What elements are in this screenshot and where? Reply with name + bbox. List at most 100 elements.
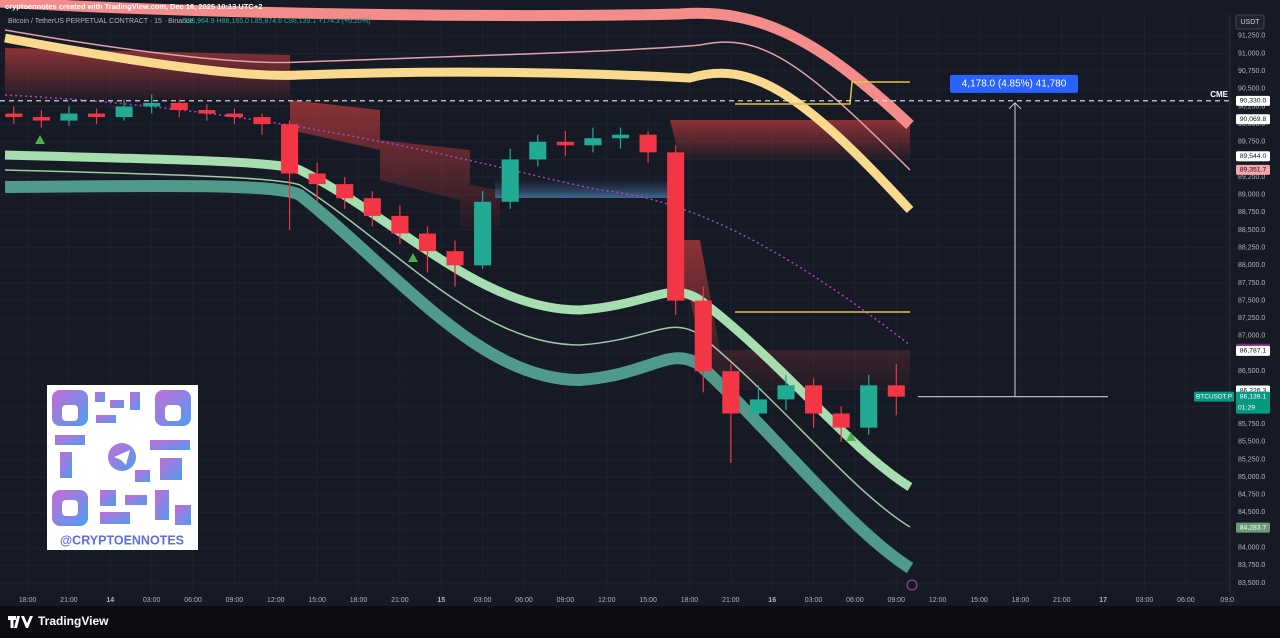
y-tick-label: 85,000.0 [1238,474,1265,481]
upper-mid-band [4,29,911,171]
price-tag [1236,114,1270,125]
lower-mid-band [4,169,911,528]
y-tick-label: 84,500.0 [1238,509,1265,516]
symbol-legend: Bitcoin / TetherUS PERPETUAL CONTRACT · … [8,18,194,25]
candle-body [5,113,23,118]
y-tick-label: 88,000.0 [1238,262,1265,269]
candle-body [418,233,437,252]
candle-body [474,201,492,266]
x-tick-label: 18:00 [19,597,37,604]
candle-body [391,215,409,234]
candle-body [556,141,574,146]
demand-zone [495,180,670,198]
measure-box [950,74,1078,93]
candle-body [667,152,685,301]
candle-body [143,102,161,107]
x-tick-label: 12:00 [267,597,285,604]
x-tick-label: 03:00 [805,597,823,604]
x-tick-label: 06:00 [1177,597,1195,604]
candle-body [253,117,271,125]
ohlc-legend: O85,964.9 H86,165.0 L85,874.6 C86,139.1 … [182,18,370,25]
y-tick-label: 85,500.0 [1238,439,1265,446]
x-tick-label: 09:00 [557,597,575,604]
buy-signal [408,253,418,262]
candle-body [32,117,50,121]
qr-module [60,452,72,478]
price-tag [1236,164,1270,175]
x-tick-label: 21:00 [1053,597,1071,604]
currency-box [1235,14,1265,30]
y-tick-label: 84,000.0 [1238,544,1265,551]
candle-body [308,173,326,185]
y-tick-label: 90,000.0 [1238,121,1265,128]
footer-bar [0,606,1280,638]
candle-body [749,399,767,414]
x-tick-label: 16 [768,597,776,604]
candle-body [639,134,657,153]
candle-body [777,385,795,400]
price-tag-label: 86,787.1 [1240,348,1267,355]
x-tick-label: 09:00 [888,597,906,604]
replay-icon [906,579,918,591]
x-tick-label: 21:00 [391,597,409,604]
y-tick-label: 89,750.0 [1238,139,1265,146]
x-tick-label: 21:00 [60,597,78,604]
price-tag-label: 86,139.1 [1240,393,1267,400]
candle-body [584,138,602,146]
indicator-bands [0,0,914,574]
lower-band [4,179,914,574]
candle-body [529,141,547,160]
price-tag [1236,151,1270,162]
candle-body [805,385,823,414]
x-tick-label: 15:00 [970,597,988,604]
y-tick-label: 87,000.0 [1238,333,1265,340]
x-tick-label: 09:00 [226,597,244,604]
x-tick-label: 18:00 [350,597,368,604]
candle-body [694,300,712,372]
y-tick-label: 83,500.0 [1238,580,1265,587]
candle-body [60,113,78,121]
candle-body [501,159,519,202]
candle-body [225,113,243,118]
qr-module [100,512,130,524]
x-tick-label: 03:00 [474,597,492,604]
qr-finder-inner [62,500,78,516]
price-tag [1236,391,1270,414]
price-tag-label: 89,544.0 [1240,153,1267,160]
candle-body [887,385,905,397]
y-tick-label: 85,750.0 [1238,421,1265,428]
x-tick-label: 15 [437,597,445,604]
y-tick-label: 90,250.0 [1238,103,1265,110]
price-tag-label: 90,330.0 [1240,98,1267,105]
x-tick-label: 18:00 [681,597,699,604]
qr-module [110,400,124,408]
x-tick-label: 03:00 [143,597,161,604]
candle-body [363,198,381,216]
candle-body [336,184,354,199]
y-tick-label: 89,250.0 [1238,174,1265,181]
y-tick-label: 88,500.0 [1238,227,1265,234]
upper-inner-band [4,33,914,214]
x-tick-label: 06:00 [515,597,533,604]
candles [5,94,905,463]
x-tick-label: 15:00 [639,597,657,604]
supply-zone [670,240,910,390]
y-tick-label: 91,250.0 [1238,33,1265,40]
y-tick-label: 88,750.0 [1238,209,1265,216]
brand-logo [8,616,33,628]
y-tick-label: 86,500.0 [1238,368,1265,375]
price-tag [1236,95,1270,106]
x-tick-label: 06:00 [184,597,202,604]
price-tag-label: 86,226.3 [1240,387,1267,394]
x-tick-label: 06:00 [846,597,864,604]
x-tick-label: 17 [1099,597,1107,604]
supply-zone [670,120,910,160]
candle-body [198,110,216,114]
y-tick-label: 88,250.0 [1238,244,1265,251]
qr-module [125,495,147,505]
measure-label: 4,178.0 (4.85%) 41,780 [962,78,1067,89]
cme-label: CME [1210,90,1228,99]
price-tag [1236,345,1270,356]
qr-module [155,490,169,520]
